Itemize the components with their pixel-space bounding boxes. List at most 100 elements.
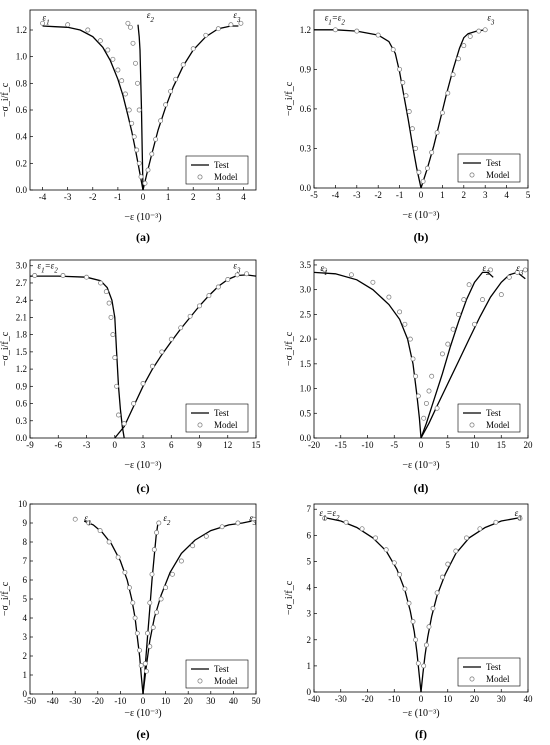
model-point [97,528,103,534]
legend-box [185,659,249,689]
model-point [106,300,112,306]
model-point [121,421,127,427]
panel-label: (f) [415,727,427,741]
model-point [235,520,241,526]
strain-annotation: ε2 [483,263,491,277]
y-tick-label: 3.0 [16,261,28,271]
x-tick-label: -5 [391,440,399,450]
model-point [136,160,142,166]
x-tick-label: 2 [191,192,196,202]
legend: Test Model [457,403,521,433]
model-point [103,289,109,295]
model-point [86,520,92,526]
x-tick-label: -20 [308,440,320,450]
x-tick-label: -15 [335,440,347,450]
model-point [434,405,440,411]
model-point [416,169,422,175]
x-tick-label: 3 [216,192,221,202]
y-tick-label: 0.6 [16,105,28,115]
x-tick-label: 0 [419,694,424,704]
x-tick-label: -40 [47,696,59,706]
model-point [423,642,429,648]
test-curve [420,516,521,693]
y-tick-label: 3 [23,632,28,642]
y-tick-label: 2 [307,635,312,645]
x-tick-label: 40 [229,696,239,706]
y-tick-label: 2.0 [300,334,312,344]
y-tick-label: 6 [23,575,28,585]
y-tick-label: 9 [23,518,28,528]
legend-model-swatch [197,678,203,684]
y-tick-label: 2.7 [16,278,28,288]
model-point [140,381,146,386]
model-point [158,118,164,124]
model-point [434,590,440,596]
model-point [122,569,128,575]
model-point [450,72,456,78]
x-tick-label: -3 [353,190,361,200]
model-point [228,22,234,28]
x-tick-label: -10 [388,694,400,704]
model-point [153,136,159,142]
model-point [190,543,196,549]
x-tick-label: 15 [497,440,507,450]
model-point [402,586,408,592]
y-tick-label: 2 [23,651,28,661]
model-point [72,516,78,522]
model-point [420,178,426,184]
model-point [413,373,419,379]
model-point [158,596,164,602]
model-point [215,26,221,32]
model-point [135,80,140,86]
legend-test-label: Test [214,664,229,674]
x-tick-label: 4 [504,190,509,200]
legend-test-label: Test [486,408,501,418]
y-tick-label: 3 [307,609,312,619]
model-point [137,647,143,653]
strain-annotation: ε2 [147,10,155,24]
x-tick-label: -10 [362,440,374,450]
x-tick-label: 0 [141,696,146,706]
x-tick-label: 30 [206,696,216,706]
model-point [456,56,461,62]
model-point [143,668,149,674]
model-point [163,102,169,108]
model-point [122,91,128,97]
model-point [415,393,421,399]
model-point [129,120,135,126]
model-point [445,90,451,96]
y-axis-title: −σ_i/f_c [0,82,11,117]
x-axis-title: −ε (10⁻³) [402,210,439,221]
model-point [322,267,328,273]
x-tick-label: 10 [470,440,480,450]
legend-box [457,153,521,183]
y-tick-label: 0.5 [300,408,312,418]
x-tick-label: -1 [396,190,404,200]
model-point [400,80,406,85]
x-tick-label: -1 [114,192,122,202]
legend: Test Model [185,659,249,689]
model-point [461,43,467,49]
model-point [488,267,493,273]
model-point [343,519,349,525]
model-point [203,533,209,539]
y-axis-title: −σ_i/f_c [284,331,295,366]
panel-label: (b) [414,230,429,244]
model-point [149,151,155,157]
model-point [406,600,412,606]
model-point [517,515,523,521]
x-tick-label: 5 [446,440,451,450]
model-point [130,600,136,606]
model-point [133,60,138,66]
model-point [215,284,221,290]
model-point [391,560,397,566]
model-point [138,663,144,668]
legend-test-label: Test [486,662,501,672]
y-tick-label: 4 [23,613,28,623]
strain-annotation: ε3 [516,263,524,277]
model-point [322,515,328,521]
y-tick-label: 7 [307,504,312,514]
x-tick-label: 20 [524,440,534,450]
legend-box [457,657,521,687]
model-point [145,167,151,173]
